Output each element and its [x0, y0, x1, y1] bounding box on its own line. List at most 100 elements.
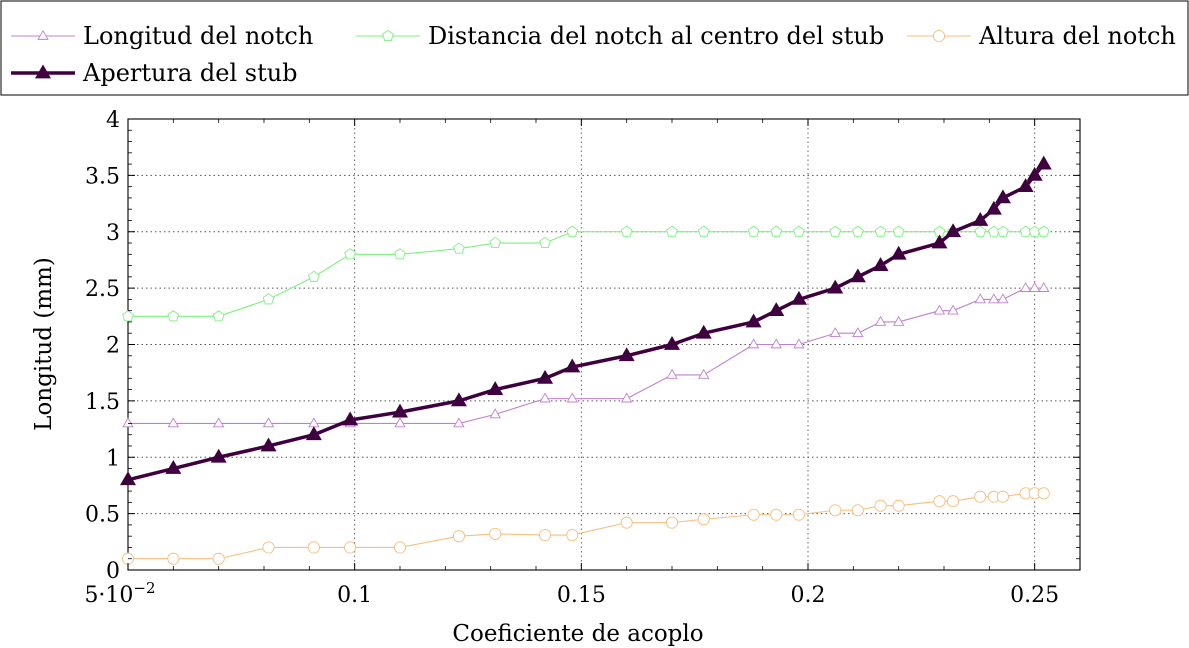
legend: Longitud del notch Distancia del notch al… — [0, 0, 1189, 96]
series-group — [121, 487, 1050, 565]
data-point — [453, 417, 465, 428]
y-tick-label: 3 — [106, 221, 120, 246]
data-point — [120, 471, 136, 486]
data-point — [849, 268, 866, 283]
data-point — [829, 504, 842, 517]
x-tick-label: 0.15 — [557, 583, 606, 608]
data-point — [1026, 166, 1043, 181]
series-line — [128, 287, 1044, 424]
y-tick-label: 1 — [106, 446, 120, 471]
data-point — [793, 225, 805, 237]
data-point — [697, 513, 710, 526]
data-point — [210, 448, 227, 463]
data-point — [695, 324, 712, 339]
data-point — [829, 225, 842, 237]
data-point — [698, 368, 710, 379]
data-point — [892, 225, 905, 237]
series-group — [120, 155, 1052, 486]
x-axis-label: Coeficiente de acoplo — [452, 621, 703, 647]
data-point — [262, 417, 275, 428]
data-point — [564, 358, 581, 373]
data-point — [745, 313, 762, 328]
data-point — [770, 508, 783, 521]
data-point — [996, 490, 1009, 503]
series-group — [122, 225, 1050, 322]
data-point — [985, 200, 1002, 215]
data-point — [793, 338, 805, 349]
x-tick-label: 5·10−2 — [84, 579, 155, 608]
data-point — [165, 460, 182, 474]
data-point — [618, 347, 635, 362]
data-point — [1037, 225, 1050, 237]
data-point — [697, 225, 710, 237]
data-point — [452, 530, 465, 543]
legend-swatch-marker — [35, 64, 51, 79]
data-point — [262, 541, 275, 554]
legend-label: Longitud del notch — [83, 22, 313, 50]
data-point — [489, 236, 502, 249]
data-point — [892, 499, 905, 512]
data-point — [666, 368, 678, 379]
data-point — [305, 426, 322, 441]
legend-label: Altura del notch — [978, 22, 1176, 50]
data-point — [974, 293, 986, 304]
y-tick-label: 1.5 — [85, 390, 120, 415]
data-point — [890, 245, 907, 260]
y-axis-label: Longitud (mm) — [31, 257, 57, 431]
data-point — [1035, 155, 1052, 170]
data-point — [933, 495, 946, 508]
data-point — [988, 293, 1000, 304]
data-point — [620, 392, 633, 403]
data-point — [539, 392, 551, 403]
data-point — [212, 552, 225, 565]
data-point — [453, 242, 465, 254]
data-point — [342, 411, 359, 426]
data-point — [212, 417, 225, 428]
data-point — [664, 335, 680, 350]
data-point — [167, 552, 180, 565]
data-point — [665, 516, 679, 529]
data-point — [747, 225, 760, 237]
data-point — [874, 225, 887, 237]
y-tick-label: 0 — [106, 559, 120, 584]
data-point — [167, 417, 180, 428]
data-point — [666, 225, 678, 237]
data-point — [747, 338, 760, 349]
legend-swatch-marker — [382, 29, 394, 41]
data-point — [394, 248, 406, 260]
data-point — [344, 248, 356, 260]
data-point — [770, 338, 782, 349]
legend-entry: Longitud del notch — [11, 22, 313, 50]
data-point — [994, 189, 1011, 204]
data-point — [122, 417, 134, 428]
data-point — [392, 403, 408, 418]
data-point — [945, 223, 962, 238]
data-point — [997, 293, 1009, 304]
data-point — [974, 490, 987, 503]
data-point — [620, 516, 633, 529]
data-point — [892, 315, 905, 326]
data-point — [827, 279, 844, 294]
x-tick-label: 0.25 — [1010, 583, 1059, 608]
legend-box — [0, 0, 1189, 96]
data-point — [790, 290, 807, 305]
y-tick-label: 3.5 — [85, 164, 120, 189]
y-tick-label: 2 — [106, 334, 120, 359]
data-point — [947, 495, 960, 508]
data-point — [852, 225, 864, 237]
data-point — [394, 417, 406, 428]
y-tick-label: 2.5 — [85, 277, 120, 302]
legend-swatch-marker — [37, 29, 49, 40]
data-point — [566, 528, 579, 542]
data-point — [487, 381, 504, 395]
legend-label: Apertura del stub — [82, 59, 298, 87]
data-point — [972, 211, 989, 226]
data-point — [872, 257, 889, 271]
data-point — [308, 270, 320, 282]
data-point — [393, 541, 407, 554]
series-line — [127, 163, 1046, 482]
ticks: 5·10−2 0.1 0.15 0.2 0.25 0 0.5 1 1.5 2 2.5 3 3.5 4 — [84, 108, 1080, 608]
data-point — [566, 225, 579, 237]
data-point — [974, 225, 987, 237]
